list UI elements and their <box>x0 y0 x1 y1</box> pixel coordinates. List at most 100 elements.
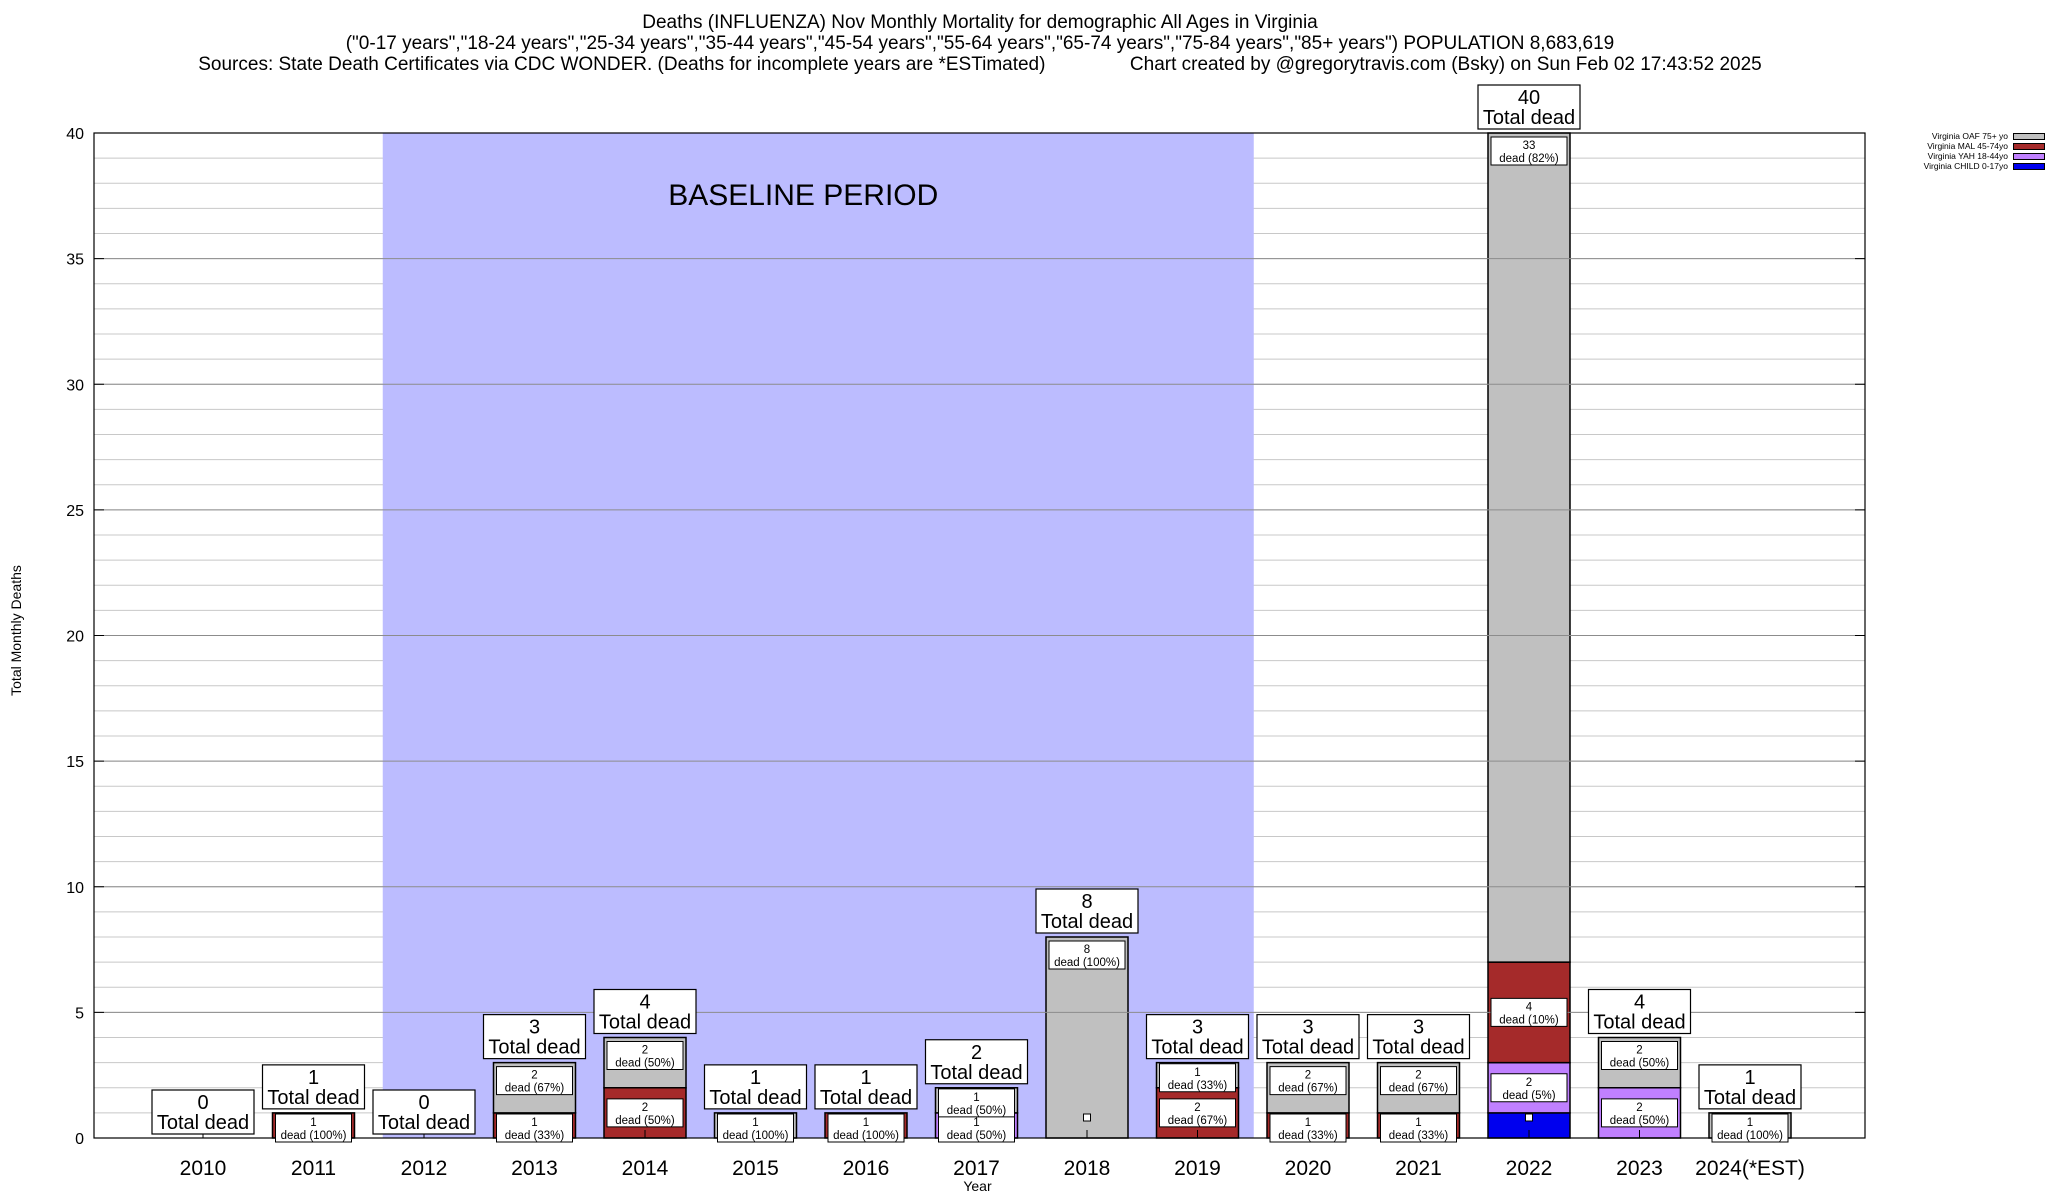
total-label-value: 1 <box>308 1067 319 1089</box>
total-label-caption: Total dead <box>378 1112 470 1134</box>
legend-item-mal: Virginia MAL 45-74yo <box>1880 141 2045 151</box>
segment-label-box <box>717 1113 794 1143</box>
total-label-box <box>1698 1064 1802 1110</box>
legend-label: Virginia MAL 45-74yo <box>1927 141 2008 151</box>
segment-label-percent: dead (100%) <box>1717 1130 1783 1142</box>
segment-label-count: 1 <box>973 1092 979 1104</box>
total-label-box <box>372 1089 476 1135</box>
segment-label-count: 8 <box>1084 944 1090 956</box>
segment-label-count: 1 <box>310 1117 316 1129</box>
segment-label-box <box>1490 136 1568 166</box>
total-label-box <box>151 1089 255 1135</box>
segment-label-box <box>1159 1063 1236 1093</box>
total-label-value: 40 <box>1518 87 1540 109</box>
y-tick-label: 20 <box>66 629 84 646</box>
y-axis-title: Total Monthly Deaths <box>8 565 24 696</box>
y-tick-label: 0 <box>75 1131 84 1148</box>
total-label-caption: Total dead <box>599 1012 691 1034</box>
y-tick-label: 40 <box>66 126 84 143</box>
segment-label-count: 2 <box>642 1045 648 1057</box>
segment-label-box <box>938 1088 1015 1118</box>
total-label-caption: Total dead <box>1372 1037 1464 1059</box>
total-label-box <box>1366 1014 1471 1060</box>
segment-label-box <box>606 1098 684 1128</box>
y-tick-label: 30 <box>66 377 84 394</box>
chart-subtitle: ("0-17 years","18-24 years","25-34 years… <box>345 33 1615 54</box>
segment-label-count: 1 <box>1747 1117 1753 1129</box>
segment-label-box <box>1601 1041 1678 1070</box>
segment-label-box <box>496 1066 573 1096</box>
segment-label-percent: dead (50%) <box>1610 1058 1670 1070</box>
segment-label-box <box>1711 1113 1789 1143</box>
segment-label-count: 1 <box>1305 1117 1311 1129</box>
segment-label-percent: dead (50%) <box>615 1115 675 1127</box>
segment-label-box <box>1601 1098 1678 1128</box>
segment-label-count: 4 <box>1526 1001 1533 1013</box>
x-tick-label: 2023 <box>1616 1157 1663 1180</box>
y-tick-label: 10 <box>66 880 84 897</box>
x-axis-title: Year <box>963 1178 992 1194</box>
segment-label-box <box>1159 1098 1236 1128</box>
x-tick-label: 2015 <box>732 1157 779 1180</box>
total-label-caption: Total dead <box>1593 1012 1685 1034</box>
bar-marker <box>1083 1113 1091 1122</box>
legend-swatch <box>2013 142 2045 150</box>
total-label-value: 1 <box>860 1067 871 1089</box>
x-tick-label: 2016 <box>843 1157 890 1180</box>
y-tick-label: 15 <box>66 754 84 771</box>
segment-label-percent: dead (33%) <box>1278 1130 1338 1142</box>
segment-label-percent: dead (67%) <box>1278 1083 1338 1095</box>
segment-label-count: 33 <box>1523 140 1536 152</box>
segment-label-percent: dead (50%) <box>615 1058 675 1070</box>
total-label-caption: Total dead <box>1262 1037 1354 1059</box>
total-label-value: 3 <box>529 1017 540 1039</box>
total-label-caption: Total dead <box>157 1112 249 1134</box>
total-label-value: 1 <box>1744 1067 1755 1089</box>
total-label-value: 3 <box>1302 1017 1313 1039</box>
x-tick-label: 2019 <box>1174 1157 1221 1180</box>
segment-label-percent: dead (100%) <box>723 1130 789 1142</box>
segment-label-box <box>1269 1066 1347 1096</box>
legend-label: Virginia OAF 75+ yo <box>1931 131 2008 141</box>
segment-label-percent: dead (50%) <box>947 1130 1007 1142</box>
total-label-value: 3 <box>1192 1017 1203 1039</box>
x-tick-label: 2022 <box>1506 1157 1553 1180</box>
total-label-caption: Total dead <box>1483 107 1575 129</box>
segment-label-count: 2 <box>642 1102 648 1114</box>
total-label-box <box>1145 1014 1250 1060</box>
segment-label-count: 2 <box>1526 1077 1532 1089</box>
legend-item-yah: Virginia YAH 18-44yo <box>1880 151 2045 161</box>
segment-label-count: 1 <box>1415 1117 1421 1129</box>
total-label-box <box>924 1039 1029 1085</box>
segment-label-percent: dead (33%) <box>1168 1080 1228 1092</box>
segment-label-box <box>1048 940 1126 970</box>
total-label-box <box>1477 84 1581 130</box>
x-tick-label: 2013 <box>511 1157 558 1180</box>
segment-label-percent: dead (33%) <box>1389 1130 1449 1142</box>
segment-label-percent: dead (33%) <box>505 1130 565 1142</box>
total-label-value: 3 <box>1413 1017 1424 1039</box>
legend-swatch <box>2013 152 2045 160</box>
x-tick-label: 2021 <box>1395 1157 1442 1180</box>
segment-label-count: 1 <box>863 1117 869 1129</box>
baseline-period-label: BASELINE PERIOD <box>668 179 938 212</box>
segment-label-box <box>1490 997 1568 1027</box>
